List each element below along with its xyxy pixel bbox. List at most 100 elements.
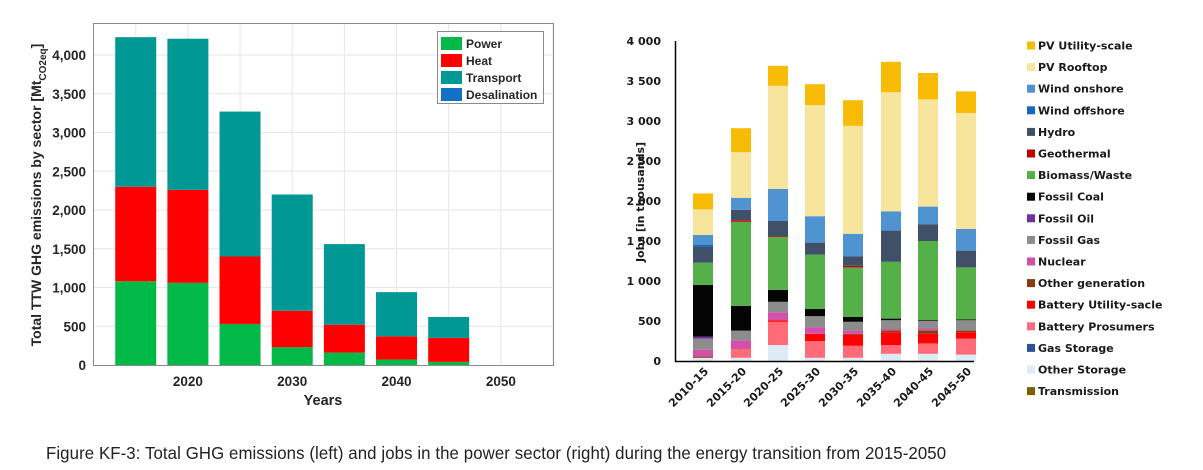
jobs-legend-label: Battery Prosumers xyxy=(1038,320,1155,333)
jobs-bar-other-storage-2040-45 xyxy=(918,353,938,361)
emissions-bar-power-2025 xyxy=(219,323,261,365)
jobs-bar-wind-onshore-2035-40 xyxy=(881,211,901,231)
emissions-plot-frame xyxy=(93,23,554,366)
emissions-bars xyxy=(115,37,470,365)
emissions-y-tick-labels: 0 500 1,000 1,500 2,000 2,500 3,000 3,500 4,000 xyxy=(52,48,86,373)
jobs-x-tick-label: 2030-35 xyxy=(816,365,861,410)
emissions-legend-label: Desalination xyxy=(466,88,537,102)
jobs-bar-wind-onshore-2025-30 xyxy=(805,216,825,243)
jobs-legend-swatch xyxy=(1027,322,1035,331)
emissions-x-tick-label: 2020 xyxy=(173,374,203,389)
jobs-bar-nuclear-2030-35 xyxy=(843,330,863,334)
jobs-bar-other-storage-2045-50 xyxy=(956,354,976,361)
jobs-bar-nuclear-2015-20 xyxy=(731,340,751,349)
emissions-bar-heat-2030 xyxy=(271,310,313,348)
jobs-bar-battery-prosumers-2045-50 xyxy=(956,338,976,355)
jobs-bar-fossil-coal-2020-25 xyxy=(768,289,788,302)
emissions-bar-power-2045 xyxy=(428,361,470,365)
jobs-bar-fossil-coal-2015-20 xyxy=(731,305,751,331)
jobs-bar-pv-rooftop-2020-25 xyxy=(768,85,788,189)
jobs-bar-pv-utility-scale-2010-15 xyxy=(693,193,713,210)
jobs-bar-battery-prosumers-2020-25 xyxy=(768,321,788,345)
emissions-y-tick-label: 1,500 xyxy=(52,242,86,257)
jobs-bar-biomass-waste-2030-35 xyxy=(843,267,863,317)
jobs-y-tick-label: 4 000 xyxy=(627,35,662,48)
jobs-bar-pv-rooftop-2030-35 xyxy=(843,125,863,234)
jobs-x-tick-label: 2040-45 xyxy=(891,365,936,410)
jobs-bars xyxy=(693,61,976,361)
jobs-legend-label: Fossil Coal xyxy=(1038,191,1104,204)
jobs-bar-fossil-gas-2020-25 xyxy=(768,301,788,313)
jobs-bar-hydro-2015-20 xyxy=(731,209,751,221)
jobs-bar-other-generation-2030-35 xyxy=(843,333,863,335)
jobs-bar-battery-utility-sacle-2035-40 xyxy=(881,332,901,345)
jobs-bar-fossil-coal-2045-50 xyxy=(956,319,976,321)
emissions-x-axis-label: Years xyxy=(304,393,343,409)
emissions-bar-transport-2040 xyxy=(376,292,418,337)
jobs-bar-nuclear-2025-30 xyxy=(805,327,825,334)
jobs-bar-wind-onshore-2030-35 xyxy=(843,233,863,257)
jobs-bar-battery-prosumers-2025-30 xyxy=(805,341,825,358)
jobs-bar-fossil-gas-2025-30 xyxy=(805,316,825,328)
jobs-legend-swatch xyxy=(1027,214,1035,223)
emissions-x-tick-label: 2050 xyxy=(486,374,516,389)
jobs-legend-label: Fossil Gas xyxy=(1038,234,1101,247)
jobs-x-tick-labels: 2010-152015-202020-252025-302030-352035-… xyxy=(666,365,974,410)
emissions-x-tick-label: 2030 xyxy=(277,374,307,389)
jobs-bar-battery-utility-sacle-2040-45 xyxy=(918,333,938,344)
jobs-bar-pv-rooftop-2015-20 xyxy=(731,152,751,198)
jobs-bar-pv-rooftop-2025-30 xyxy=(805,105,825,217)
jobs-bar-biomass-waste-2010-15 xyxy=(693,262,713,285)
jobs-bar-fossil-gas-2045-50 xyxy=(956,320,976,331)
emissions-y-tick-label: 1,000 xyxy=(52,281,86,296)
emissions-bar-heat-2015 xyxy=(115,186,157,282)
emissions-bar-heat-2035 xyxy=(323,324,365,353)
jobs-bar-fossil-coal-2040-45 xyxy=(918,320,938,321)
emissions-bar-transport-2020 xyxy=(167,38,209,190)
jobs-bar-fossil-coal-2030-35 xyxy=(843,317,863,322)
jobs-legend-swatch xyxy=(1027,300,1035,309)
jobs-legend-label: Geothermal xyxy=(1038,148,1111,161)
jobs-x-tick-label: 2025-30 xyxy=(778,365,823,410)
jobs-bar-biomass-waste-2045-50 xyxy=(956,267,976,320)
jobs-bar-other-generation-2035-40 xyxy=(881,330,901,333)
emissions-legend-swatch xyxy=(441,54,462,67)
jobs-y-tick-label: 3 500 xyxy=(627,75,662,88)
jobs-bar-nuclear-2040-45 xyxy=(918,329,938,331)
jobs-bar-hydro-2030-35 xyxy=(843,256,863,266)
jobs-bar-fossil-oil-2010-15 xyxy=(693,336,713,339)
jobs-bar-geothermal-2015-20 xyxy=(731,220,751,222)
jobs-legend-swatch xyxy=(1027,192,1035,201)
jobs-legend-label: Battery Utility-sacle xyxy=(1038,299,1162,312)
jobs-bar-biomass-waste-2015-20 xyxy=(731,221,751,306)
jobs-bar-other-storage-2010-15 xyxy=(693,357,713,361)
emissions-bar-heat-2045 xyxy=(428,337,470,362)
jobs-y-tick-label: 2 500 xyxy=(627,155,662,168)
emissions-y-tick-label: 2,500 xyxy=(52,164,86,179)
jobs-legend: PV Utility-scale PV Rooftop Wind onshore Wi… xyxy=(1027,40,1162,398)
emissions-bar-heat-2040 xyxy=(376,336,418,360)
jobs-bar-wind-onshore-2015-20 xyxy=(731,197,751,210)
emissions-legend-label: Transport xyxy=(466,71,521,85)
jobs-bar-pv-utility-scale-2015-20 xyxy=(731,128,751,153)
jobs-bar-hydro-2025-30 xyxy=(805,242,825,255)
jobs-bar-fossil-coal-2010-15 xyxy=(693,285,713,337)
jobs-bar-fossil-gas-2035-40 xyxy=(881,320,901,329)
emissions-bar-heat-2025 xyxy=(219,256,261,324)
jobs-bar-battery-prosumers-2030-35 xyxy=(843,345,863,358)
jobs-y-axis-label: Jobs [in thousands] xyxy=(634,142,647,263)
jobs-bar-other-generation-2040-45 xyxy=(918,330,938,334)
emissions-bar-power-2030 xyxy=(271,347,313,365)
jobs-bar-biomass-waste-2025-30 xyxy=(805,254,825,309)
jobs-bar-biomass-waste-2020-25 xyxy=(768,237,788,290)
emissions-chart: 05001,0001,5002,0002,5003,0003,5004,000 … xyxy=(28,23,554,409)
jobs-legend-label: Wind onshore xyxy=(1038,83,1124,96)
jobs-legend-label: Transmission xyxy=(1038,385,1119,398)
jobs-bar-battery-utility-sacle-2025-30 xyxy=(805,333,825,341)
jobs-bar-nuclear-2035-40 xyxy=(881,329,901,331)
emissions-x-tick-labels: 2020 2030 2040 2050 xyxy=(173,374,516,389)
jobs-legend-swatch xyxy=(1027,106,1035,115)
emissions-legend-label: Heat xyxy=(466,54,492,68)
jobs-bar-pv-rooftop-2010-15 xyxy=(693,209,713,235)
jobs-bar-fossil-coal-2035-40 xyxy=(881,318,901,321)
